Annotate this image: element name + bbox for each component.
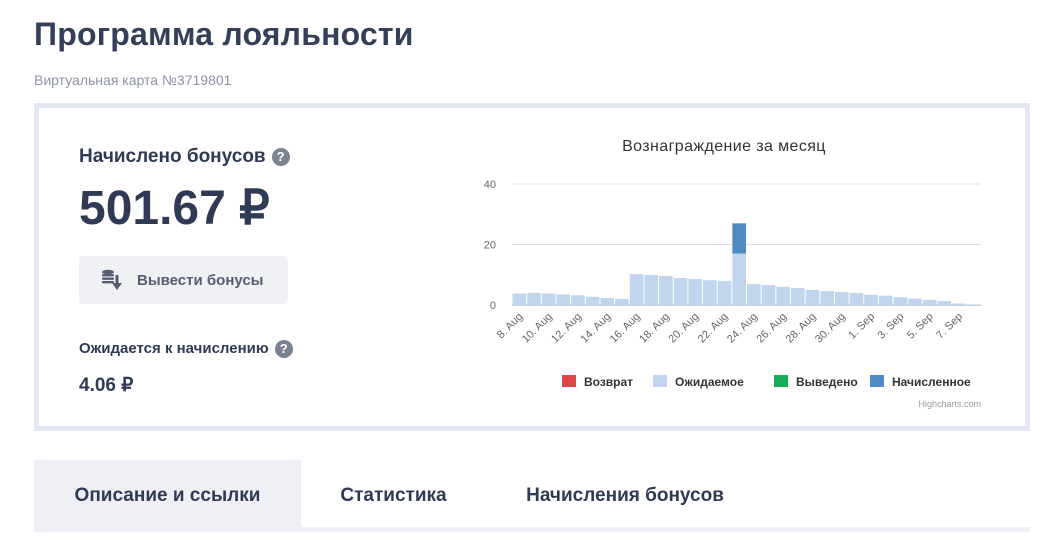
- bar-ожидаемое: [556, 294, 571, 305]
- bar-ожидаемое: [966, 304, 981, 305]
- bar-ожидаемое: [673, 278, 688, 305]
- bar-ожидаемое: [600, 298, 615, 305]
- bar-ожидаемое: [790, 288, 805, 305]
- x-tick-label: 22. Aug: [696, 311, 731, 346]
- pending-bonus-text: Ожидается к начислению: [79, 340, 269, 357]
- bar-ожидаемое: [761, 285, 776, 305]
- bar-ожидаемое: [864, 294, 878, 305]
- bar-ожидаемое: [732, 253, 746, 305]
- loyalty-panel: Начислено бонусов? 501.67 ₽ Вывести бону…: [34, 103, 1030, 431]
- bar-ожидаемое: [571, 295, 585, 305]
- x-tick-label: 1. Sep: [846, 311, 877, 342]
- withdraw-bonus-label: Вывести бонусы: [137, 271, 264, 289]
- x-tick-label: 16. Aug: [608, 311, 643, 346]
- coins-download-icon: [102, 269, 122, 290]
- legend-item: Выведено: [796, 375, 858, 389]
- legend-swatch: [562, 375, 576, 387]
- x-tick-label: 3. Sep: [876, 311, 907, 342]
- tab-statistics[interactable]: Статистика: [340, 485, 447, 506]
- chart-credits: Highcharts.com: [918, 399, 981, 409]
- bar-ожидаемое: [834, 291, 849, 305]
- x-tick-label: 30. Aug: [813, 311, 848, 346]
- tab-bonus-accruals[interactable]: Начисления бонусов: [526, 485, 724, 506]
- x-tick-label: 5. Sep: [905, 311, 936, 342]
- accrued-bonus-label: Начислено бонусов?: [79, 146, 290, 168]
- bar-ожидаемое: [747, 284, 761, 305]
- legend-swatch: [774, 375, 788, 387]
- x-tick-label: 12. Aug: [549, 311, 584, 346]
- legend-item: Возврат: [584, 375, 633, 389]
- bar-ожидаемое: [615, 298, 629, 305]
- accrued-bonus-value: 501.67 ₽: [79, 182, 270, 235]
- legend-swatch: [653, 375, 667, 387]
- x-tick-label: 26. Aug: [754, 311, 789, 346]
- accrued-bonus-text: Начислено бонусов: [79, 146, 266, 167]
- bar-ожидаемое: [659, 275, 673, 305]
- bar-ожидаемое: [776, 286, 790, 305]
- pending-bonus-label: Ожидается к начислению?: [79, 340, 293, 359]
- bar-ожидаемое: [644, 275, 659, 305]
- x-tick-label: 10. Aug: [520, 311, 555, 346]
- card-number: Виртуальная карта №3719801: [34, 72, 232, 88]
- legend-item: Ожидаемое: [675, 375, 744, 389]
- x-tick-label: 18. Aug: [637, 311, 672, 346]
- bar-ожидаемое: [952, 303, 966, 305]
- bar-ожидаемое: [908, 298, 922, 305]
- bar-ожидаемое: [820, 291, 834, 305]
- chart-title: Вознаграждение за месяц: [622, 138, 826, 155]
- bar-ожидаемое: [688, 278, 703, 305]
- bar-ожидаемое: [717, 280, 732, 305]
- legend-item: Начисленное: [892, 375, 971, 389]
- x-tick-label: 20. Aug: [666, 311, 701, 346]
- x-tick-label: 24. Aug: [725, 311, 760, 346]
- y-tick-label: 20: [484, 240, 496, 252]
- bar-ожидаемое: [805, 289, 820, 305]
- bar-ожидаемое: [512, 293, 527, 305]
- pending-bonus-value: 4.06 ₽: [79, 375, 134, 396]
- tab-description[interactable]: Описание и ссылки: [34, 460, 301, 527]
- x-tick-label: 14. Aug: [579, 311, 614, 346]
- bar-ожидаемое: [703, 280, 717, 305]
- bar-ожидаемое: [849, 292, 864, 305]
- y-tick-label: 0: [490, 300, 496, 312]
- y-tick-label: 40: [484, 179, 496, 191]
- bar-ожидаемое: [629, 274, 644, 305]
- bar-ожидаемое: [878, 295, 893, 305]
- legend-swatch: [870, 375, 884, 387]
- bar-ожидаемое: [541, 293, 556, 305]
- help-icon[interactable]: ?: [274, 340, 293, 359]
- bar-ожидаемое: [937, 301, 952, 305]
- x-tick-label: 7. Sep: [934, 311, 965, 342]
- help-icon[interactable]: ?: [271, 147, 290, 166]
- reward-chart: 0 20 40 8. Aug 10. Aug 12. Aug 14. Aug 16. Aug 1…: [454, 118, 994, 418]
- withdraw-bonus-button[interactable]: Вывести бонусы: [79, 256, 288, 304]
- tab-bar: Описание и ссылки Статистика Начисления …: [34, 460, 1030, 532]
- bar-ожидаемое: [585, 296, 600, 305]
- bar-ожидаемое: [893, 297, 908, 305]
- bar-ожидаемое: [527, 292, 541, 305]
- x-tick-label: 28. Aug: [784, 311, 819, 346]
- bar-ожидаемое: [922, 299, 937, 305]
- bar-начисленное: [732, 223, 746, 254]
- page-title: Программа лояльности: [34, 16, 414, 52]
